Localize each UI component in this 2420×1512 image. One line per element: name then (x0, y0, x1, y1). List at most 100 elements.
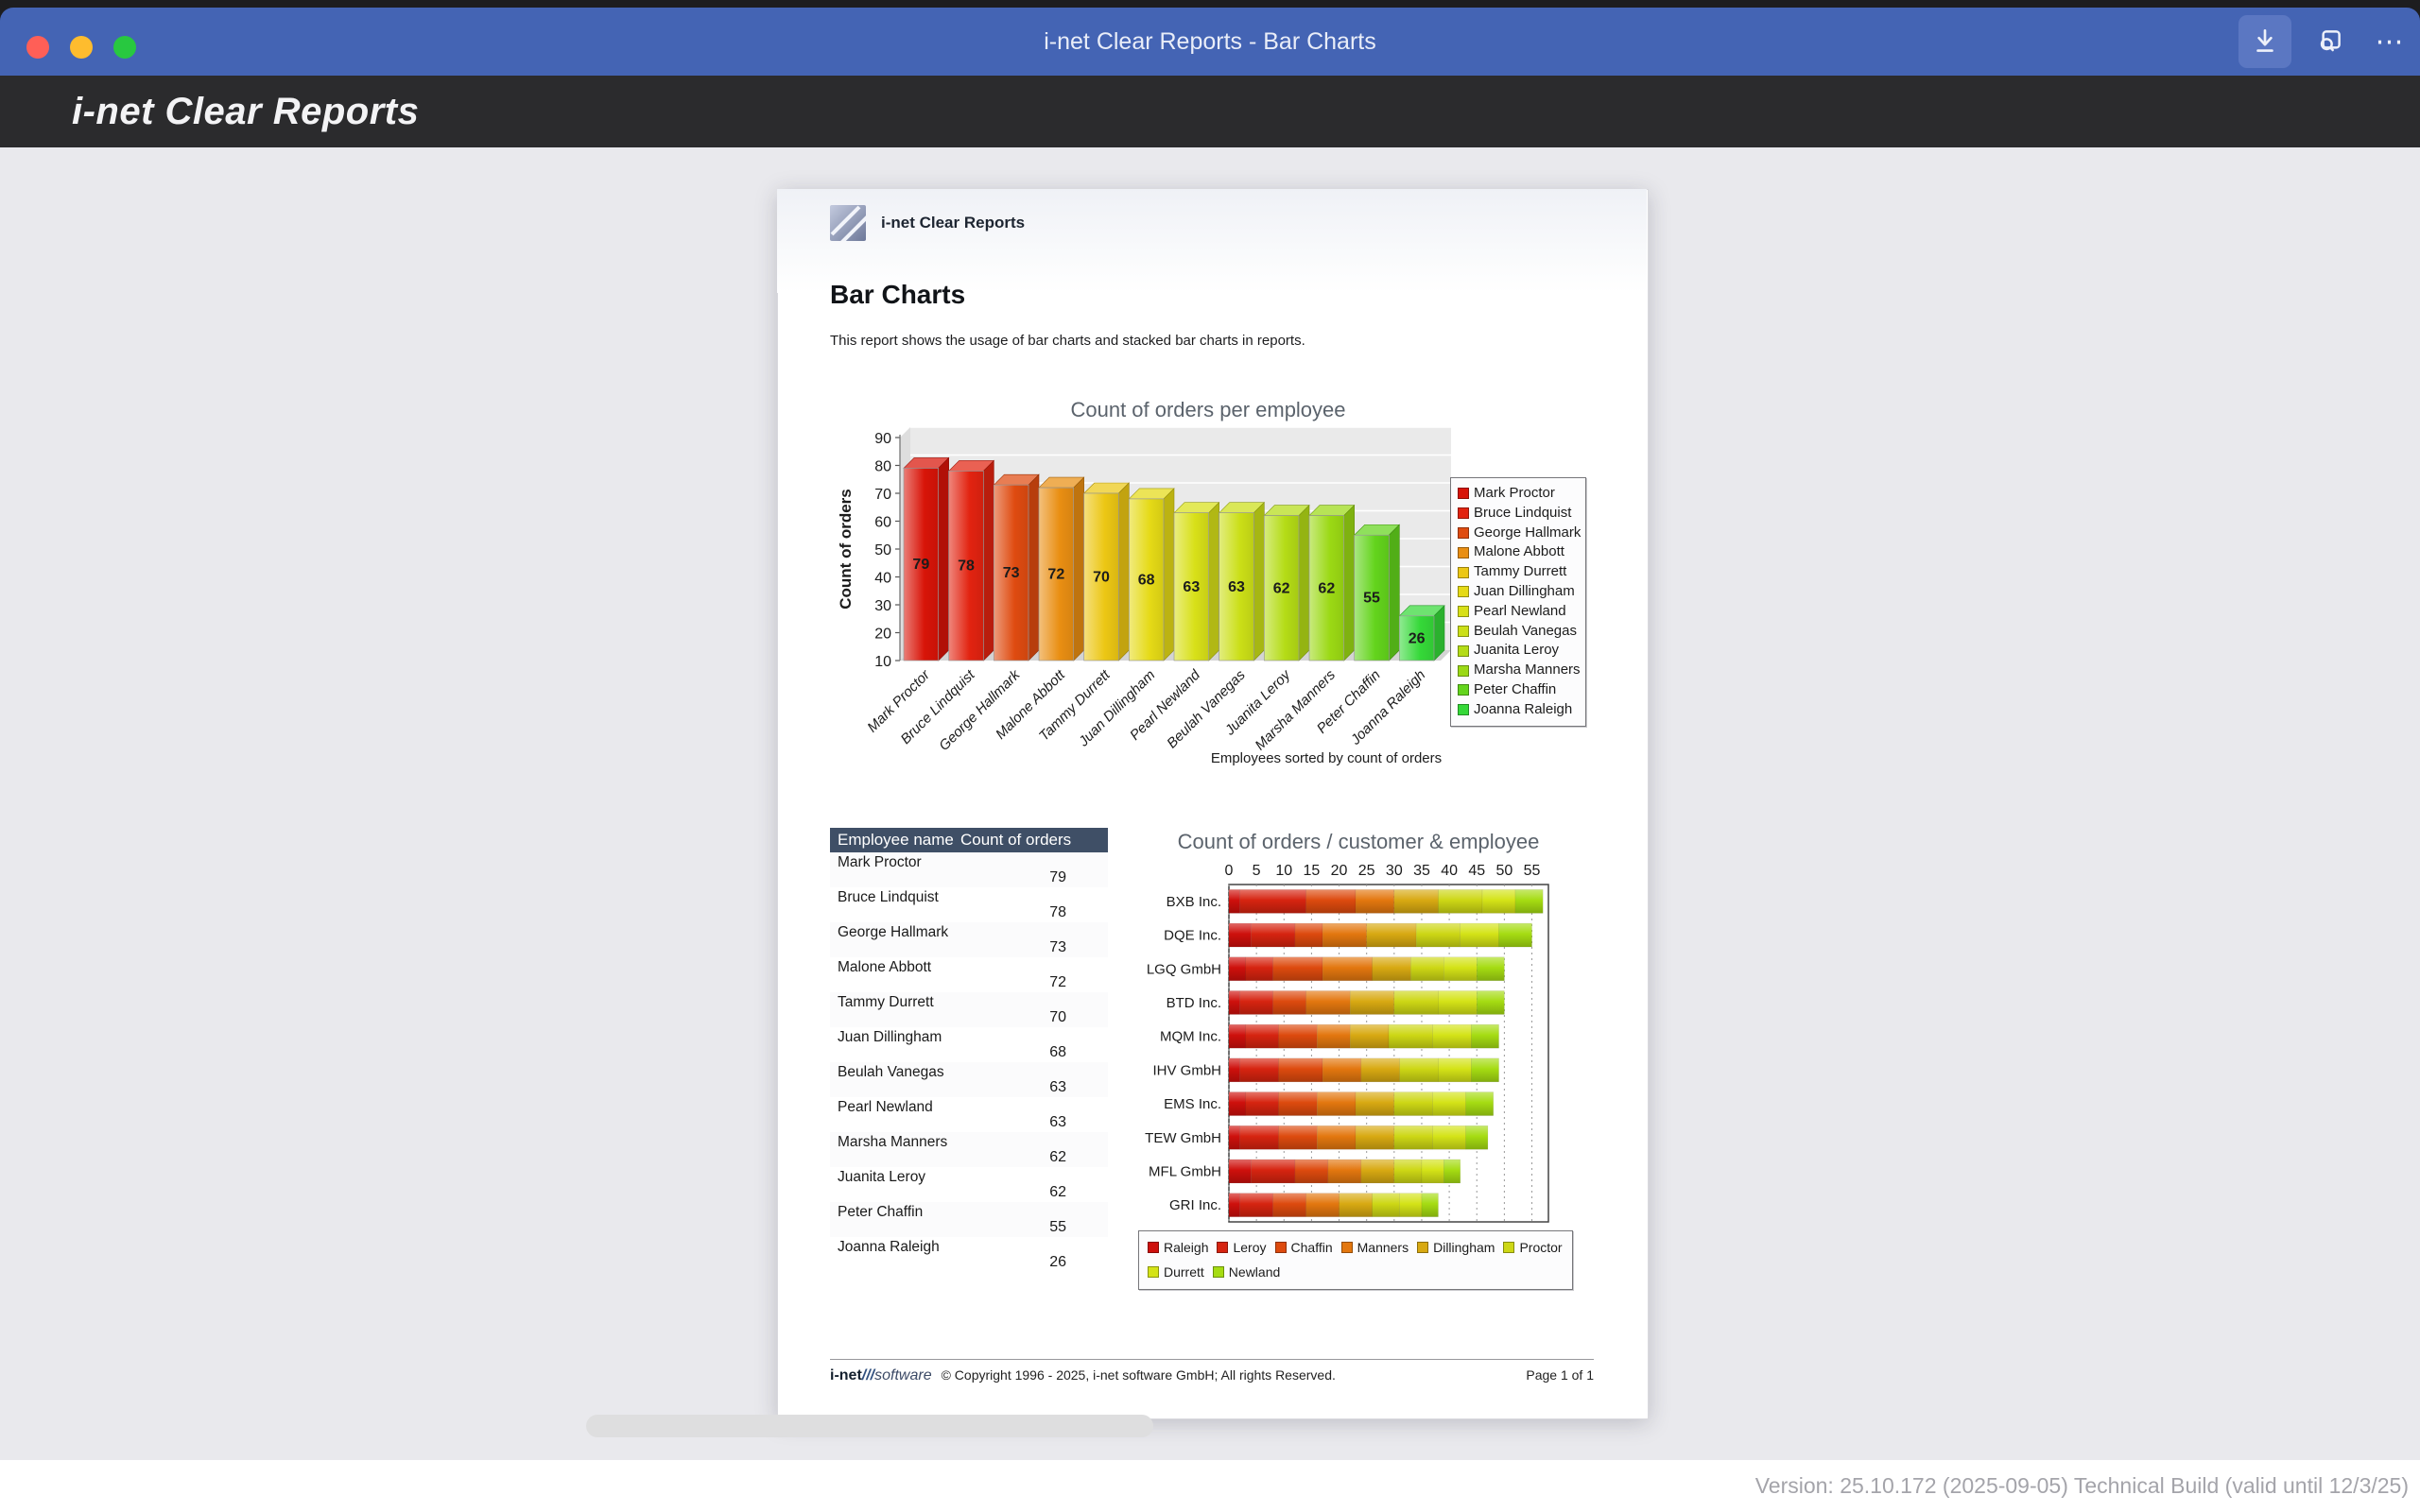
order-count-cell: 79 (1049, 869, 1066, 885)
legend-item: Mark Proctor (1458, 484, 1579, 504)
table-row: Tammy Durrett 70 (830, 992, 1108, 1027)
employee-name-cell: Marsha Manners (838, 1134, 948, 1150)
titlebar-preview-button[interactable] (2303, 15, 2356, 68)
legend-item: George Hallmark (1458, 524, 1582, 543)
order-count-cell: 72 (1049, 974, 1066, 990)
window-titlebar: i-net Clear Reports - Bar Charts ⋯ (0, 8, 2420, 76)
legend-label: Beulah Vanegas (1474, 622, 1577, 639)
legend-label: Peter Chaffin (1474, 680, 1557, 697)
legend-item: Leroy (1217, 1238, 1267, 1258)
legend-item: Pearl Newland (1458, 602, 1579, 622)
footer-brand-slashes: /// (861, 1367, 875, 1383)
svg-text:0: 0 (1225, 863, 1234, 879)
table-row: Juan Dillingham 68 (830, 1027, 1108, 1062)
legend-label: Malone Abbott (1474, 543, 1564, 560)
legend-swatch-icon (1458, 704, 1469, 716)
svg-text:80: 80 (874, 459, 891, 475)
svg-text:90: 90 (874, 431, 891, 447)
order-count-cell: 63 (1049, 1114, 1066, 1130)
horizontal-scrollbar-thumb[interactable] (586, 1415, 1153, 1437)
svg-text:BTD Inc.: BTD Inc. (1167, 995, 1221, 1011)
order-count-cell: 68 (1049, 1044, 1066, 1060)
svg-text:Juan Dillingham: Juan Dillingham (1075, 667, 1158, 750)
legend-swatch-icon (1148, 1242, 1159, 1254)
legend-label: Chaffin (1290, 1240, 1333, 1255)
order-count-cell: 73 (1049, 939, 1066, 955)
svg-text:20: 20 (1331, 863, 1348, 879)
svg-text:55: 55 (1363, 591, 1380, 607)
legend-item: Dillingham (1417, 1238, 1495, 1258)
svg-text:63: 63 (1228, 579, 1245, 595)
orders-per-employee-chart: 10 20 30 40 50 60 70 80 90 79 78 73 72 70 68 63 63 62 62 55… (837, 398, 1451, 766)
svg-text:15: 15 (1304, 863, 1321, 879)
close-button[interactable] (26, 36, 49, 59)
svg-text:5: 5 (1253, 863, 1261, 879)
legend-swatch-icon (1458, 606, 1469, 618)
minimize-button[interactable] (70, 36, 93, 59)
svg-text:BXB Inc.: BXB Inc. (1167, 894, 1221, 910)
footer-copyright: © Copyright 1996 - 2025, i-net software … (941, 1367, 1336, 1383)
svg-text:40: 40 (1441, 863, 1458, 879)
svg-text:45: 45 (1468, 863, 1485, 879)
legend-label: George Hallmark (1474, 524, 1582, 541)
legend-label: Dillingham (1433, 1240, 1495, 1255)
svg-text:79: 79 (912, 557, 929, 573)
legend-item: Peter Chaffin (1458, 680, 1579, 700)
legend-label: Juan Dillingham (1474, 582, 1575, 599)
footer-brand-bold: i-net (830, 1367, 862, 1383)
table-row: Mark Proctor 79 (830, 852, 1108, 887)
svg-text:72: 72 (1047, 567, 1064, 583)
footer-brand-logo: i-net///software (830, 1367, 932, 1384)
legend-label: Raleigh (1164, 1240, 1209, 1255)
app-toolbar: i-net Clear Reports ▾ (0, 76, 2420, 213)
legend-swatch-icon (1148, 1266, 1159, 1279)
legend-swatch-icon (1458, 586, 1469, 598)
legend-item: Juan Dillingham (1458, 582, 1579, 602)
stacked-chart-legend: Raleigh Leroy Chaffin Manners Dillingham Proc… (1138, 1230, 1573, 1290)
svg-text:25: 25 (1358, 863, 1375, 879)
legend-label: Juanita Leroy (1474, 642, 1560, 659)
table-row: Bruce Lindquist 78 (830, 887, 1108, 922)
svg-text:George Hallmark: George Hallmark (936, 666, 1024, 754)
legend-label: Manners (1357, 1240, 1409, 1255)
legend-label: Proctor (1519, 1240, 1563, 1255)
svg-text:DQE Inc.: DQE Inc. (1164, 928, 1221, 944)
legend-swatch-icon (1458, 625, 1469, 637)
svg-text:50: 50 (1495, 863, 1512, 879)
table-row: Marsha Manners 62 (830, 1132, 1108, 1167)
legend-label: Newland (1228, 1263, 1281, 1280)
zoom-button[interactable] (113, 36, 136, 59)
order-count-cell: 62 (1049, 1149, 1066, 1165)
legend-swatch-icon (1217, 1242, 1229, 1254)
legend-swatch-icon (1458, 644, 1469, 657)
svg-text:26: 26 (1409, 630, 1426, 646)
employee-name-cell: Peter Chaffin (838, 1204, 924, 1220)
report-brand-title: i-net Clear Reports (881, 214, 1026, 232)
employee-name-cell: Bruce Lindquist (838, 889, 939, 905)
report-page-header-wash (777, 189, 1647, 293)
legend-label: Marsha Manners (1474, 662, 1581, 679)
svg-text:GRI Inc.: GRI Inc. (1169, 1197, 1221, 1213)
svg-text:Marsha Manners: Marsha Manners (1252, 666, 1339, 753)
orders-table-rows: Mark Proctor 79 Bruce Lindquist 78 George Ha… (830, 852, 1108, 1272)
order-count-cell: 70 (1049, 1009, 1066, 1025)
titlebar-download-button[interactable] (2238, 15, 2291, 68)
legend-swatch-icon (1458, 546, 1469, 558)
svg-text:55: 55 (1524, 863, 1541, 879)
svg-text:30: 30 (874, 598, 891, 614)
table-row: Peter Chaffin 55 (830, 1202, 1108, 1237)
legend-item: Newland (1212, 1263, 1281, 1282)
legend-swatch-icon (1212, 1266, 1224, 1279)
order-count-cell: 26 (1049, 1254, 1066, 1270)
legend-item: Raleigh (1148, 1238, 1208, 1258)
employee-name-cell: Tammy Durrett (838, 994, 934, 1010)
svg-text:MQM Inc.: MQM Inc. (1160, 1029, 1221, 1045)
svg-text:Count of orders per employee: Count of orders per employee (1070, 398, 1345, 421)
legend-swatch-icon (1417, 1242, 1429, 1254)
titlebar-more-button[interactable]: ⋯ (2363, 15, 2416, 68)
employee-name-cell: Juan Dillingham (838, 1029, 942, 1045)
employee-name-cell: Pearl Newland (838, 1099, 933, 1115)
legend-item: Tammy Durrett (1458, 562, 1579, 582)
legend-item: Chaffin (1274, 1238, 1333, 1258)
orders-chart-legend: Mark Proctor Bruce Lindquist George Hallma… (1450, 477, 1586, 727)
